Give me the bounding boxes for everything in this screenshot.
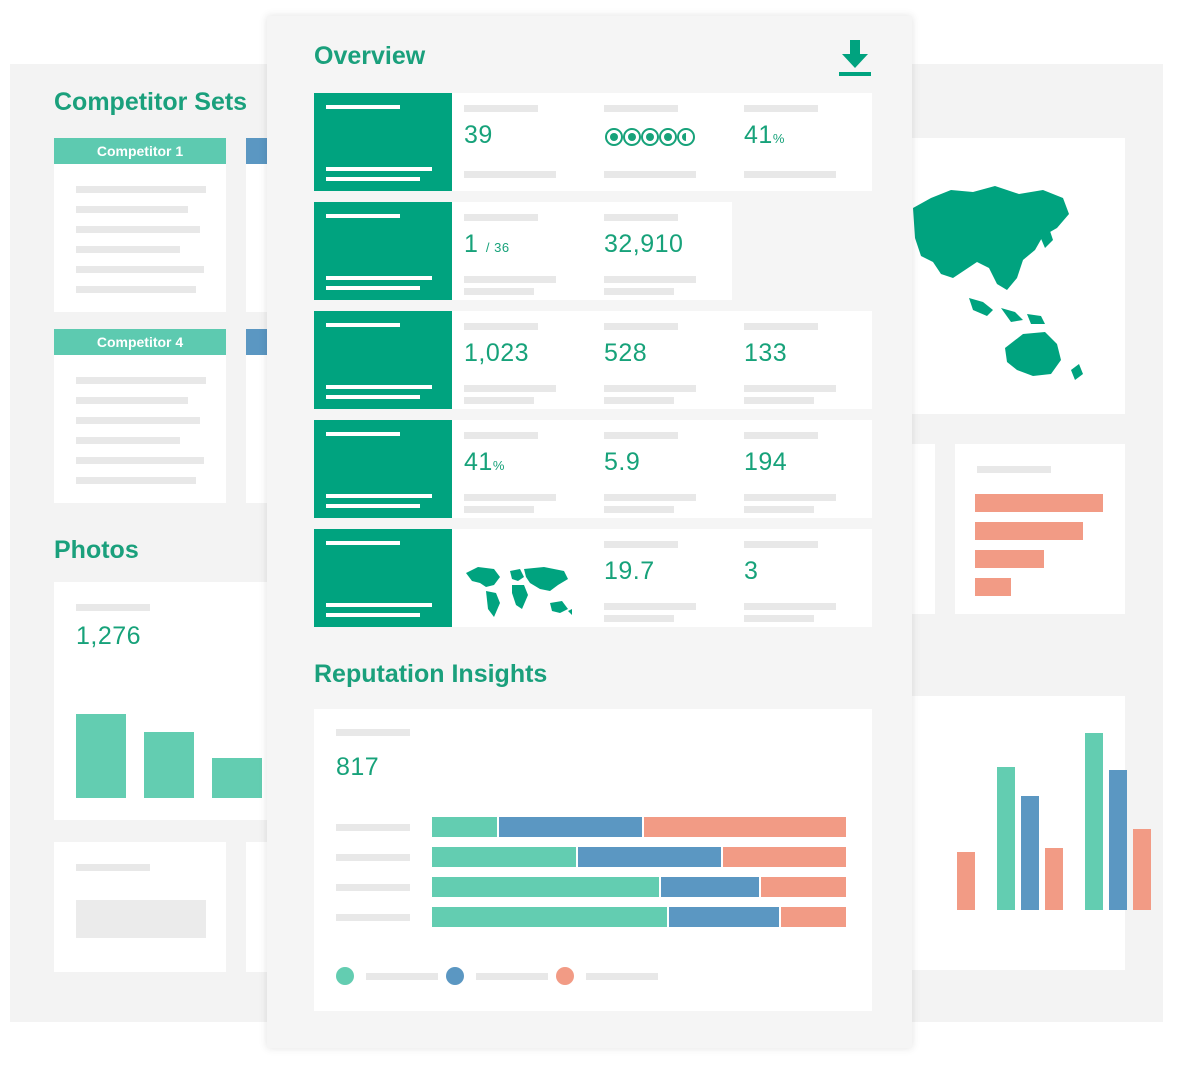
reputation-card: 817 xyxy=(314,709,872,1011)
reputation-bar-4-salmon xyxy=(781,907,846,927)
vbar-card xyxy=(911,696,1151,970)
competitor-1-button[interactable]: Competitor 1 xyxy=(54,138,226,164)
competitor-1-card xyxy=(54,164,226,312)
hbar-card xyxy=(955,444,1125,614)
photos-title: Photos xyxy=(54,536,139,564)
row-4-value-3: 194 xyxy=(744,448,788,476)
rating-circles-icon xyxy=(605,128,695,146)
reputation-bar-3-blue xyxy=(660,877,759,897)
competitor-4-button[interactable]: Competitor 4 xyxy=(54,329,226,355)
reputation-bar-4-teal xyxy=(432,907,668,927)
hbar-card-edge xyxy=(911,444,935,614)
row-4-value-2: 5.9 xyxy=(604,448,641,476)
vbar-2-teal xyxy=(997,767,1015,910)
row-3-label-block xyxy=(314,311,452,409)
photos-small-card xyxy=(54,842,226,972)
row-1-value-3: 41% xyxy=(744,121,785,149)
competitor-2-tab[interactable] xyxy=(246,138,268,164)
photos-card: 1,276 xyxy=(54,582,268,820)
overview-row-1[interactable]: 39 41% xyxy=(314,93,872,191)
left-panel: Competitor Sets Competitor 1 Competitor … xyxy=(10,64,310,1022)
hbar-2 xyxy=(975,522,1083,540)
reputation-bar-1-salmon xyxy=(644,817,846,837)
competitor-5-tab[interactable] xyxy=(246,329,268,355)
download-icon xyxy=(839,40,871,76)
row-4-value-1: 41% xyxy=(464,448,505,476)
row-3-value-2: 528 xyxy=(604,339,648,367)
legend-teal-dot[interactable] xyxy=(336,967,354,985)
vbar-2-blue xyxy=(1021,795,1039,910)
reputation-row-label xyxy=(336,824,410,831)
reputation-bar-3-salmon xyxy=(760,877,846,897)
row-3-value-1: 1,023 xyxy=(464,339,530,367)
legend-blue-dot[interactable] xyxy=(446,967,464,985)
row-4-label-block xyxy=(314,420,452,518)
competitor-sets-title: Competitor Sets xyxy=(54,88,248,116)
row-1-value-1: 39 xyxy=(464,121,493,149)
legend-salmon-dot[interactable] xyxy=(556,967,574,985)
reputation-bar-2-blue xyxy=(577,847,722,867)
map-card xyxy=(911,138,1125,414)
download-button[interactable] xyxy=(838,38,872,78)
overview-row-2[interactable]: 1 / 36 32,910 xyxy=(314,202,732,300)
reputation-bar-1-blue xyxy=(498,817,643,837)
row-1-label-block xyxy=(314,93,452,191)
row-2-value-2: 32,910 xyxy=(604,230,684,258)
photos-bar-2 xyxy=(144,732,194,798)
competitor-4-card xyxy=(54,355,226,503)
row-2-value-1: 1 / 36 xyxy=(464,230,510,258)
hbar-4 xyxy=(975,578,1011,596)
overview-row-5[interactable]: 19.7 3 xyxy=(314,529,872,627)
overview-title: Overview xyxy=(314,42,426,70)
world-map-icon xyxy=(466,567,572,617)
competitor-5-card xyxy=(246,355,268,503)
overview-row-3[interactable]: 1,023 528 133 xyxy=(314,311,872,409)
row-3-value-3: 133 xyxy=(744,339,788,367)
reputation-bar-3-teal xyxy=(432,877,659,897)
overview-panel: Overview 39 41% xyxy=(267,16,912,1048)
photos-count: 1,276 xyxy=(76,622,142,650)
reputation-bar-2-teal xyxy=(432,847,576,867)
row-5-label-block xyxy=(314,529,452,627)
hbar-1 xyxy=(975,494,1103,512)
overview-row-4[interactable]: 41% 5.9 194 xyxy=(314,420,872,518)
hbar-3 xyxy=(975,550,1045,568)
row-5-value-3: 3 xyxy=(744,557,759,585)
photos-bar-1 xyxy=(76,714,126,798)
vbar-3-teal xyxy=(1085,733,1103,910)
right-panel xyxy=(905,64,1163,1022)
reputation-row-label xyxy=(336,884,410,891)
vbar-2-salmon xyxy=(1045,847,1063,910)
reputation-count: 817 xyxy=(336,753,380,781)
reputation-bar-4-blue xyxy=(669,907,780,927)
photos-bar-3 xyxy=(212,758,262,798)
competitor-2-card xyxy=(246,164,268,312)
reputation-row-label xyxy=(336,854,410,861)
row-5-value-2: 19.7 xyxy=(604,557,655,585)
photos-small-card-2 xyxy=(246,842,268,972)
vbar-1-salmon xyxy=(957,851,975,910)
vbar-3-blue xyxy=(1109,769,1127,910)
reputation-bar-2-salmon xyxy=(723,847,846,867)
reputation-row-label xyxy=(336,914,410,921)
asia-map-icon xyxy=(913,186,1083,380)
reputation-bar-1-teal xyxy=(432,817,497,837)
row-2-label-block xyxy=(314,202,452,300)
reputation-title: Reputation Insights xyxy=(314,660,548,688)
vbar-3-salmon xyxy=(1133,829,1151,910)
